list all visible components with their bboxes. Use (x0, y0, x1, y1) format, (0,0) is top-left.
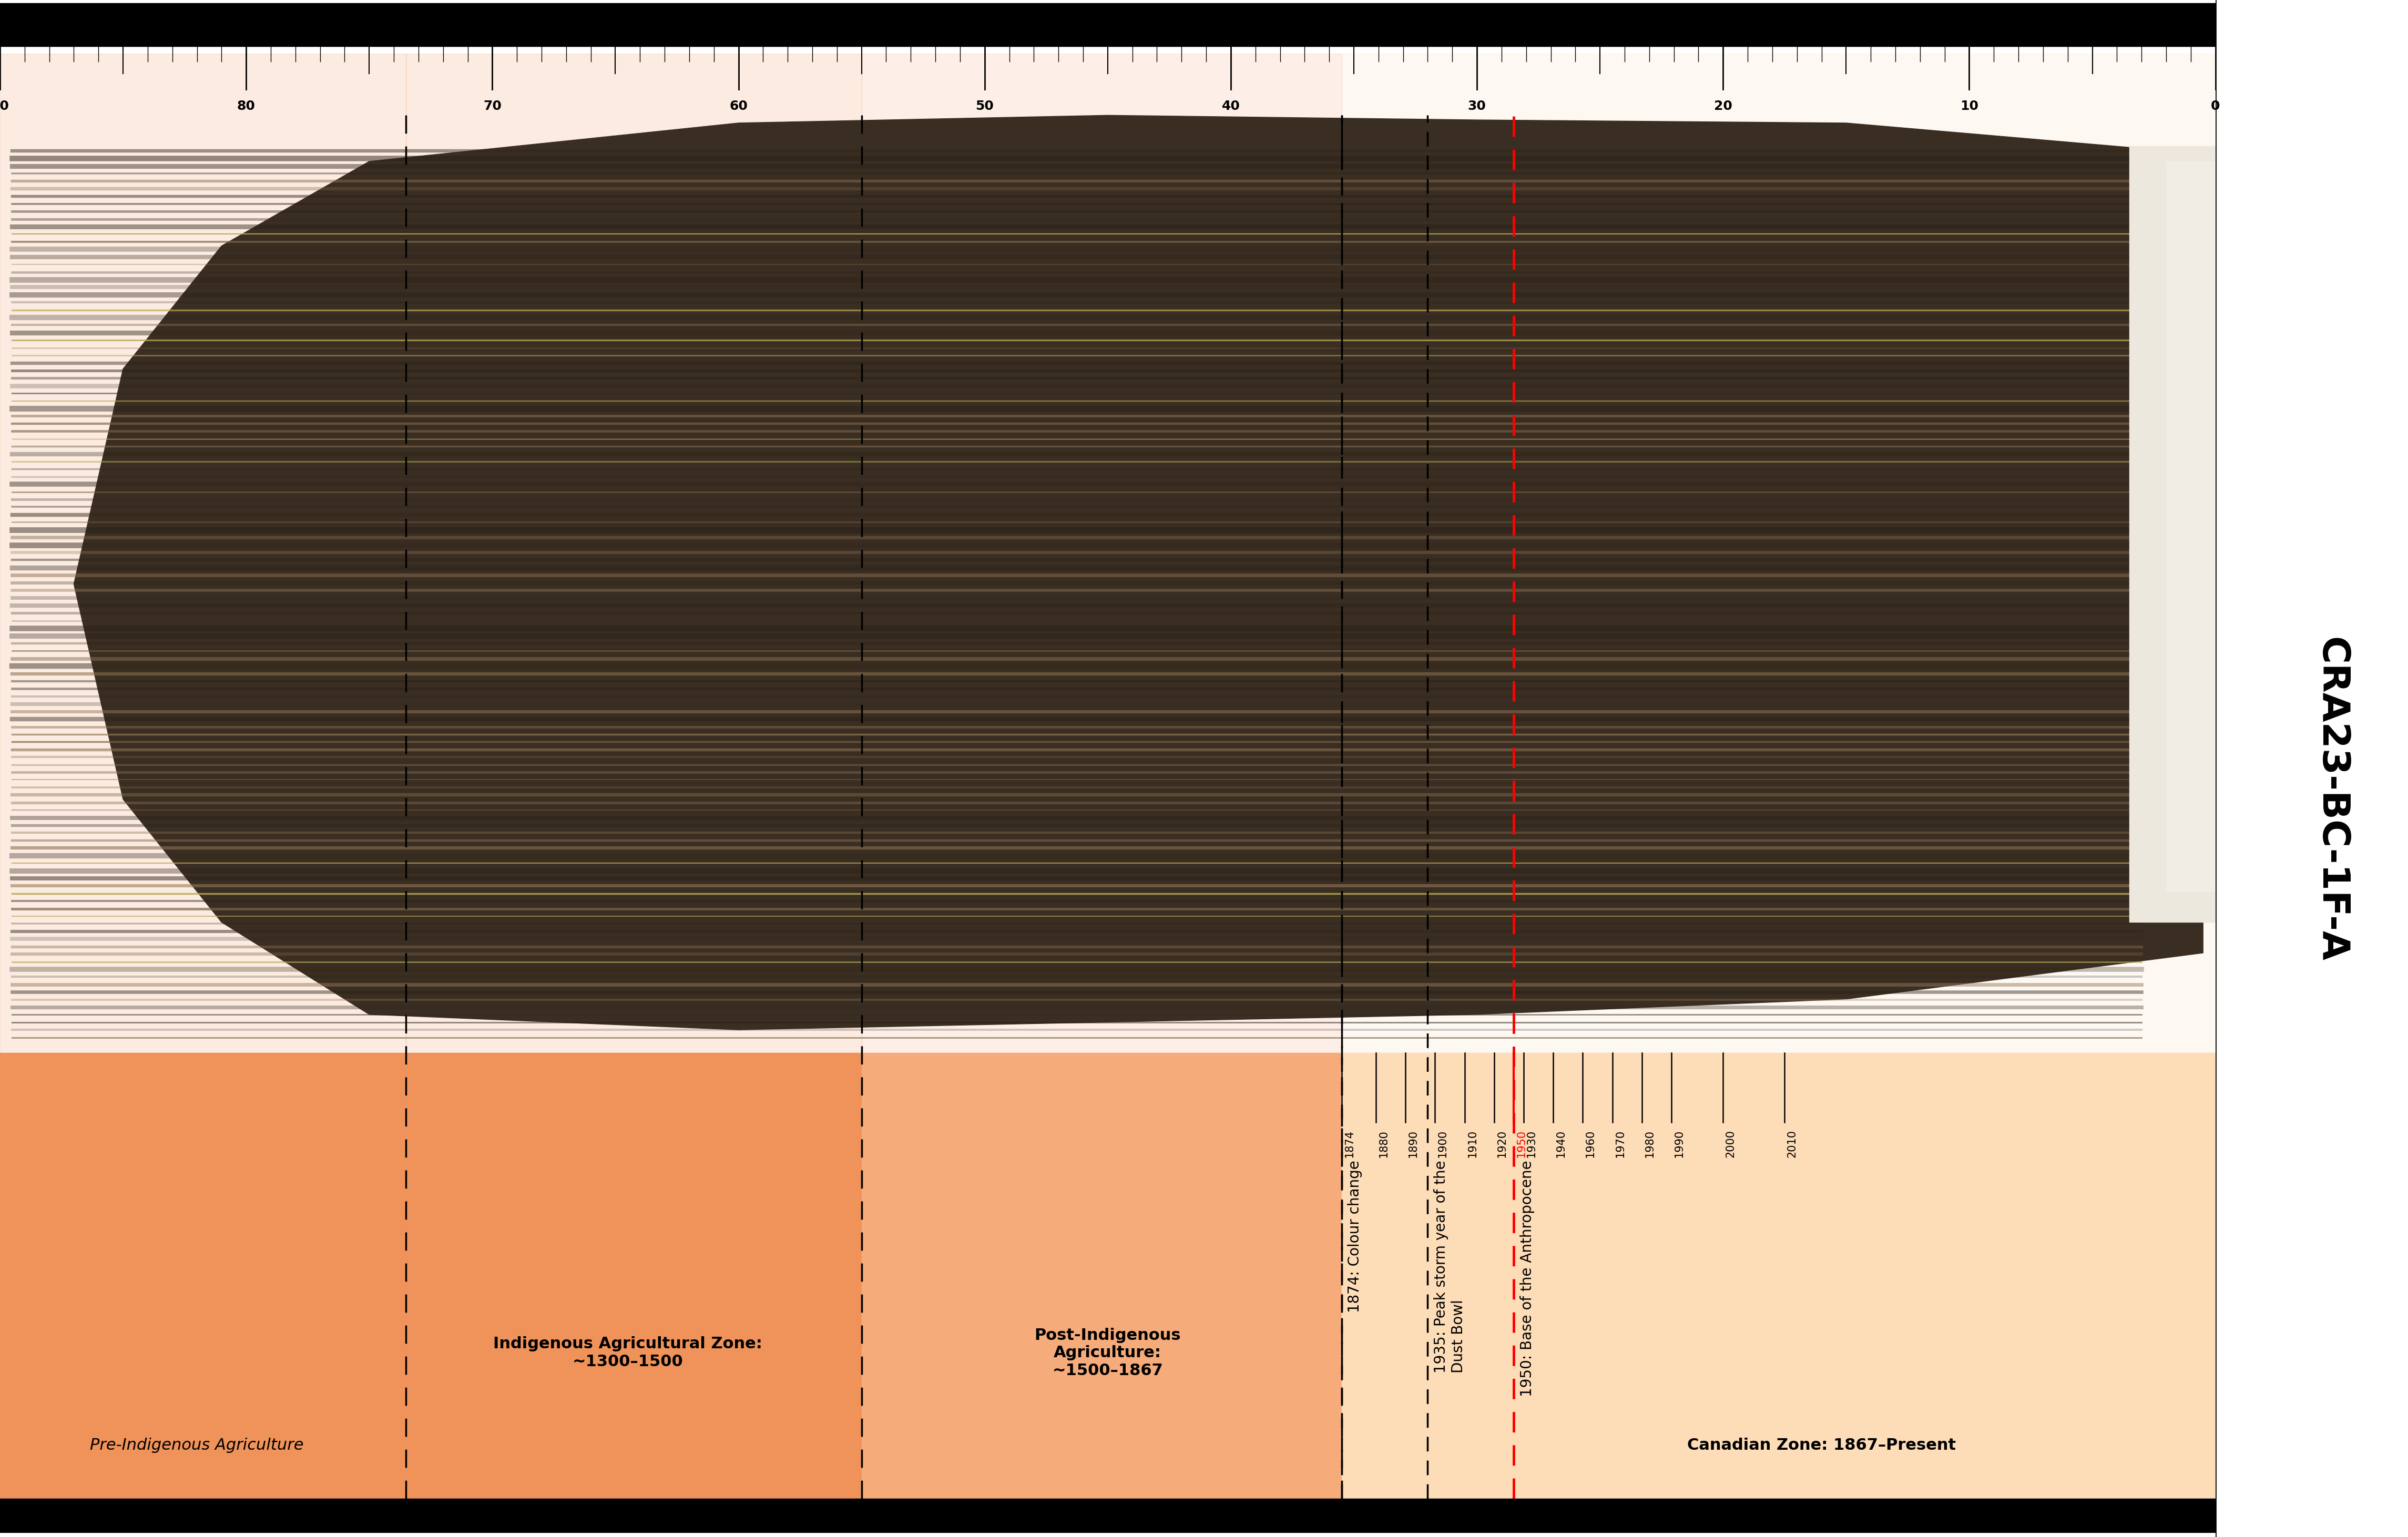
Text: 1950: 1950 (1517, 1130, 1527, 1157)
Text: 80: 80 (236, 100, 255, 112)
Text: 1940: 1940 (1556, 1130, 1565, 1157)
Text: 1990: 1990 (1674, 1130, 1683, 1157)
Text: 1910: 1910 (1466, 1130, 1479, 1157)
Text: Post-Indigenous
Agriculture:
~1500–1867: Post-Indigenous Agriculture: ~1500–1867 (1035, 1328, 1180, 1379)
Text: 10: 10 (1960, 100, 1979, 112)
Text: 1970: 1970 (1616, 1130, 1625, 1157)
Text: 60: 60 (730, 100, 746, 112)
Text: 70: 70 (484, 100, 501, 112)
Text: 1935: Peak storm year of the
Dust Bowl: 1935: Peak storm year of the Dust Bowl (1433, 1160, 1466, 1373)
Text: 30: 30 (1469, 100, 1486, 112)
Text: Canadian Zone: 1867–Present: Canadian Zone: 1867–Present (1688, 1437, 1955, 1452)
Text: 90: 90 (0, 100, 10, 112)
Text: 1900: 1900 (1438, 1130, 1447, 1157)
Text: 1980: 1980 (1645, 1130, 1654, 1157)
Text: 20: 20 (1714, 100, 1731, 112)
Text: 50: 50 (975, 100, 995, 112)
Text: 1874: 1874 (1344, 1130, 1356, 1157)
Text: 1950: Base of the Anthropocene: 1950: Base of the Anthropocene (1519, 1160, 1534, 1397)
Text: 0: 0 (2211, 100, 2220, 112)
Polygon shape (75, 115, 2203, 1030)
Text: 1930: 1930 (1527, 1130, 1536, 1157)
Text: Depth
(cm): Depth (cm) (0, 31, 2, 58)
Text: 2000: 2000 (1727, 1130, 1736, 1157)
Text: 1890: 1890 (1409, 1130, 1418, 1157)
Text: CRA23-BC-1F-A: CRA23-BC-1F-A (2312, 636, 2350, 962)
Text: 1960: 1960 (1584, 1130, 1597, 1157)
Text: Pre-Indigenous Agriculture: Pre-Indigenous Agriculture (89, 1437, 303, 1452)
Text: 40: 40 (1221, 100, 1240, 112)
Text: 2010: 2010 (1787, 1130, 1799, 1157)
Text: Indigenous Agricultural Zone:
~1300–1500: Indigenous Agricultural Zone: ~1300–1500 (494, 1336, 763, 1369)
Text: 1874: Colour change: 1874: Colour change (1348, 1160, 1363, 1313)
Text: 1880: 1880 (1377, 1130, 1389, 1157)
Text: 1920: 1920 (1498, 1130, 1507, 1157)
